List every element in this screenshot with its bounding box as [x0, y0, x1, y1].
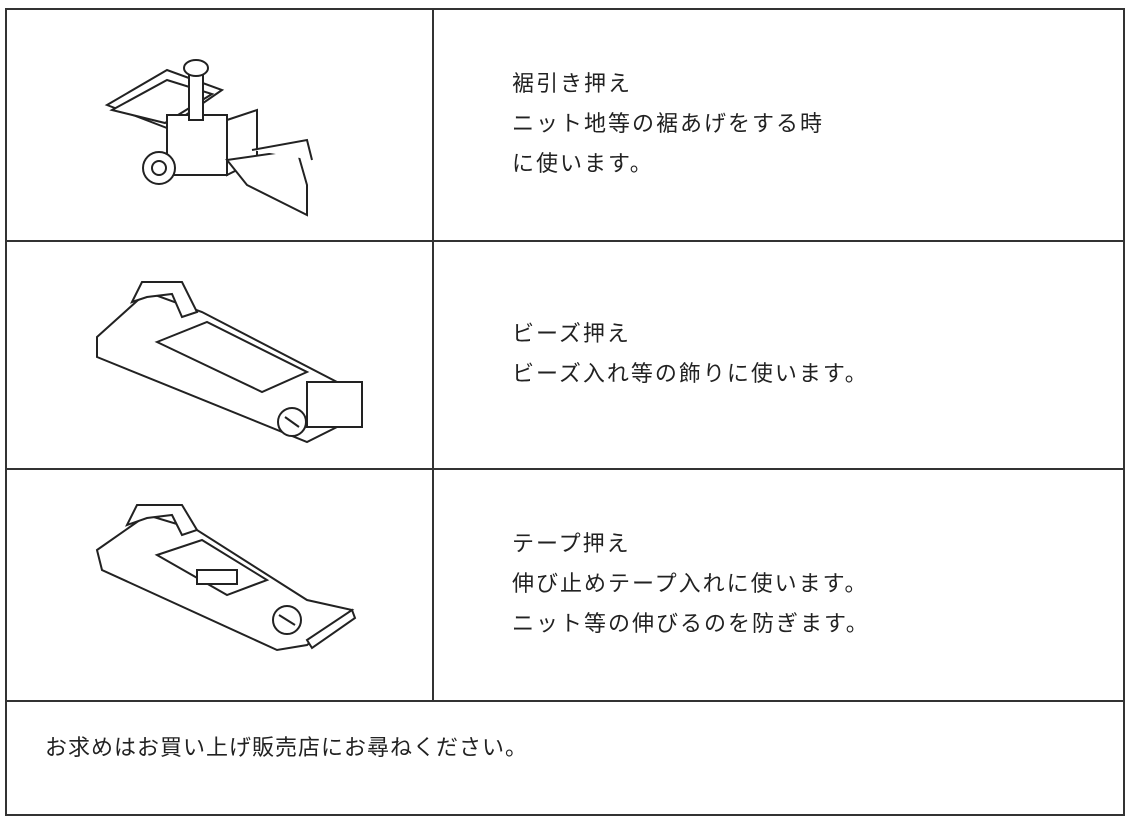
row-text: 裾引き押えニット地等の裾あげをする時 に使います。 — [512, 10, 824, 240]
row: 裾引き押えニット地等の裾あげをする時 に使います。 — [7, 10, 1123, 242]
bead-foot-illustration — [96, 281, 363, 444]
footer-note: お求めはお買い上げ販売店にお尋ねください。 — [45, 736, 529, 761]
item-description: 伸び止めテープ入れに使います。 — [512, 572, 869, 597]
item-title: テープ押え — [512, 532, 631, 557]
item-description: に使います。 — [512, 152, 654, 177]
tape-foot-illustration — [95, 504, 357, 652]
row-text: ビーズ押えビーズ入れ等の飾りに使います。 — [512, 242, 869, 468]
illustration-cell — [7, 242, 434, 468]
illustration-cell — [7, 10, 434, 240]
row: テープ押え伸び止めテープ入れに使います。 ニット等の伸びるのを防ぎます。 — [7, 470, 1123, 702]
item-title: ビーズ押え — [512, 322, 631, 347]
item-description: ビーズ入れ等の飾りに使います。 — [512, 362, 869, 387]
item-description: ニット地等の裾あげをする時 — [512, 112, 825, 137]
item-title: 裾引き押え — [512, 72, 633, 97]
row-text: テープ押え伸び止めテープ入れに使います。 ニット等の伸びるのを防ぎます。 — [512, 470, 870, 700]
item-description: ニット等の伸びるのを防ぎます。 — [512, 612, 870, 637]
row: ビーズ押えビーズ入れ等の飾りに使います。 — [7, 242, 1123, 470]
document: 裾引き押えニット地等の裾あげをする時 に使います。 ビーズ押えビーズ入れ等の飾りに… — [5, 8, 1125, 816]
illustration-cell — [7, 470, 434, 700]
hemming-foot-illustration — [104, 59, 313, 217]
